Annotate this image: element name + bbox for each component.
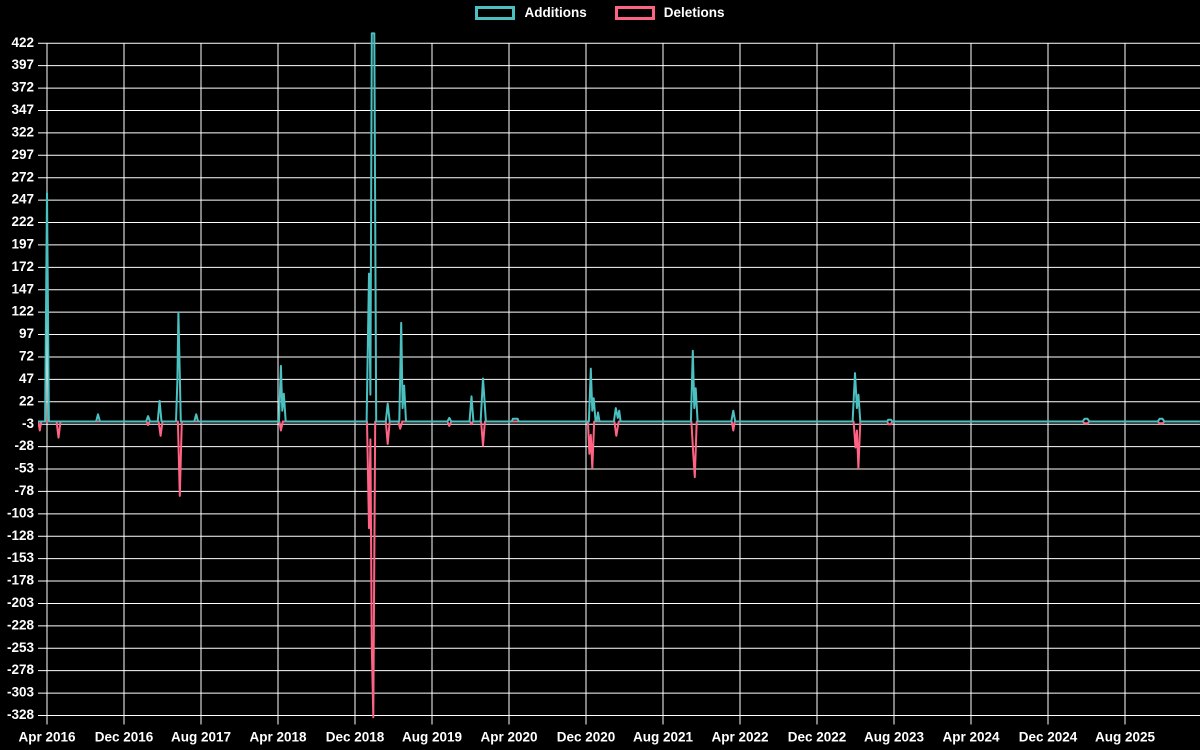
additions-line <box>38 32 1200 423</box>
y-axis-tick-label: 47 <box>19 371 34 386</box>
y-axis-tick-label: -203 <box>7 595 35 610</box>
y-axis-tick-label: 347 <box>11 102 34 117</box>
y-axis-tick-label: -278 <box>7 662 35 677</box>
x-axis-tick-label: Apr 2020 <box>480 729 537 744</box>
deletions-legend-label: Deletions <box>663 5 725 21</box>
x-axis-tick-label: Apr 2022 <box>711 729 768 744</box>
y-axis-tick-label: 122 <box>11 304 34 319</box>
y-axis-tick-label: 272 <box>11 169 34 184</box>
x-axis-tick-label: Dec 2020 <box>557 729 616 744</box>
x-axis-tick-label: Aug 2019 <box>402 729 462 744</box>
deletions-line <box>38 420 1200 719</box>
y-axis-tick-label: -178 <box>7 573 35 588</box>
x-axis-tick-label: Aug 2023 <box>864 729 925 744</box>
y-axis-tick-label: -328 <box>7 707 35 722</box>
legend-item-deletions[interactable]: Deletions <box>614 5 725 21</box>
y-axis-tick-label: -153 <box>7 550 35 565</box>
y-axis-tick-label: 422 <box>11 35 34 50</box>
y-axis-tick-label: 97 <box>19 326 34 341</box>
x-axis-tick-label: Aug 2017 <box>171 729 231 744</box>
y-axis-tick-label: 397 <box>11 57 34 72</box>
x-axis-tick-label: Dec 2022 <box>788 729 847 744</box>
y-axis-tick-label: -303 <box>7 685 35 700</box>
x-axis-tick-label: Apr 2024 <box>942 729 1000 744</box>
additions-swatch-icon <box>475 6 516 20</box>
y-axis-tick-label: 322 <box>11 124 34 139</box>
grid: 422 397 372 347 322 297 272 247 222 197 172 147 122 9… <box>7 35 1200 744</box>
y-axis-tick-label: 247 <box>11 192 34 207</box>
y-axis-tick-label: 222 <box>11 214 34 229</box>
y-axis-tick-label: -28 <box>14 438 34 453</box>
x-axis-tick-label: Aug 2025 <box>1095 729 1156 744</box>
y-axis-tick-label: -78 <box>14 483 34 498</box>
x-axis-tick-label: Dec 2018 <box>326 729 385 744</box>
y-axis-tick-label: 147 <box>11 281 34 296</box>
y-axis-tick-label: -53 <box>14 461 34 476</box>
legend-item-additions[interactable]: Additions <box>475 5 587 21</box>
x-axis-tick-label: Apr 2016 <box>18 729 76 744</box>
y-axis-tick-label: 172 <box>11 259 34 274</box>
y-axis-tick-label: 22 <box>19 393 34 408</box>
y-axis-tick-label: -253 <box>7 640 35 655</box>
additions-legend-label: Additions <box>524 5 587 21</box>
deletions-swatch-icon <box>614 6 655 20</box>
x-axis-tick-label: Aug 2021 <box>633 729 694 744</box>
y-axis-tick-label: -228 <box>7 617 35 632</box>
y-axis-tick-label: -103 <box>7 505 35 520</box>
y-axis-tick-label: 372 <box>11 80 34 95</box>
y-axis-tick-label: 72 <box>19 349 34 364</box>
x-axis-tick-label: Dec 2016 <box>95 729 154 744</box>
x-axis-tick-label: Apr 2018 <box>249 729 307 744</box>
y-axis-tick-label: 197 <box>11 236 34 251</box>
x-axis-tick-label: Dec 2024 <box>1019 729 1078 744</box>
chart-legend: Additions Deletions <box>0 6 1200 20</box>
y-axis-tick-label: -3 <box>22 416 34 431</box>
y-axis-tick-label: -128 <box>7 528 35 543</box>
y-axis-tick-label: 297 <box>11 147 34 162</box>
